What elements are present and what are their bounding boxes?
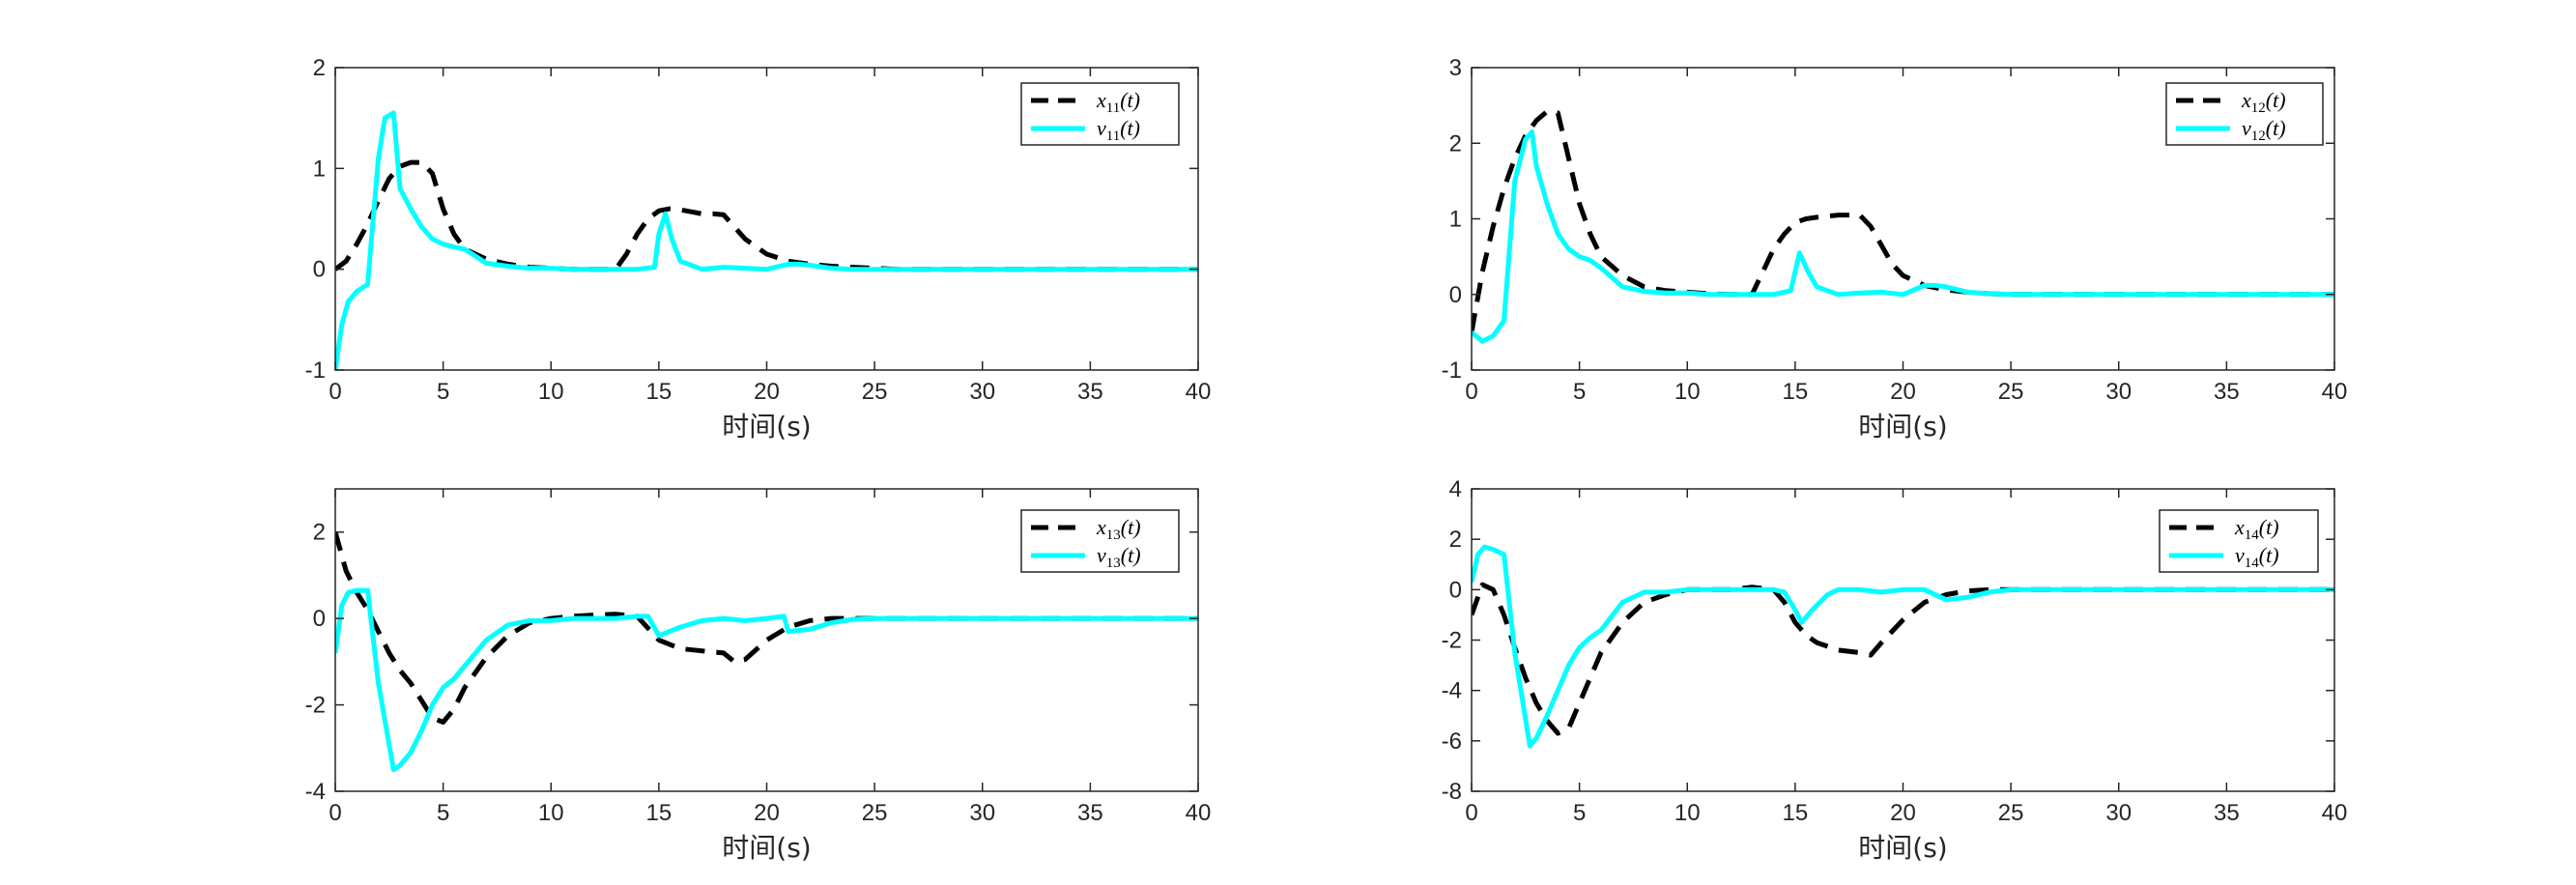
x-tick-label: 30: [969, 800, 995, 826]
y-tick-label: 2: [1449, 130, 1462, 157]
y-tick-label: 2: [313, 520, 326, 546]
x-tick-label: 20: [754, 379, 780, 405]
y-tick-label: 0: [1449, 282, 1462, 308]
legend-box: [2159, 509, 2319, 573]
y-tick-label: 2: [313, 55, 326, 81]
y-tick-label: 0: [313, 257, 326, 283]
legend-label-v12: v12(t): [2242, 116, 2286, 144]
series-line-x11: [335, 159, 1198, 272]
legend-label-v14: v14(t): [2235, 543, 2279, 571]
legend-label-v13: v13(t): [1097, 543, 1141, 571]
legend-box: [1020, 509, 1180, 573]
x-tick-label: 5: [437, 379, 449, 405]
x-tick-label: 0: [1465, 800, 1477, 826]
legend-label-x13: x13(t): [1096, 515, 1141, 543]
x-tick-label: 15: [646, 800, 673, 826]
legend-label-x12: x12(t): [2241, 88, 2286, 116]
y-tick-label: -1: [1442, 357, 1462, 384]
x-tick-label: 30: [2105, 800, 2132, 826]
x-tick-label: 10: [538, 379, 564, 405]
legend: x14(t)v14(t): [2159, 509, 2319, 573]
legend-box: [1020, 82, 1180, 146]
x-tick-label: 5: [1573, 800, 1586, 826]
x-tick-label: 25: [1998, 800, 2024, 826]
x-tick-label: 0: [329, 800, 341, 826]
legend-label-x14: x14(t): [2234, 515, 2279, 543]
y-tick-label: 3: [1449, 55, 1462, 81]
x-tick-label: 5: [437, 800, 449, 826]
legend-label-v11: v11(t): [1097, 116, 1140, 144]
x-tick-label: 25: [862, 800, 888, 826]
x-tick-label: 40: [2322, 379, 2348, 405]
legend: x13(t)v13(t): [1020, 509, 1180, 573]
y-tick-label: 0: [313, 606, 326, 632]
x-tick-label: 5: [1573, 379, 1586, 405]
y-tick-label: 4: [1449, 476, 1462, 502]
series-line-v12: [1472, 129, 2334, 344]
y-tick-label: 0: [1449, 577, 1462, 603]
x-tick-label: 15: [1783, 800, 1809, 826]
legend: x11(t)v11(t): [1020, 82, 1180, 146]
y-tick-label: -1: [305, 357, 326, 384]
x-tick-label: 40: [1186, 379, 1212, 405]
y-tick-label: -2: [305, 693, 326, 719]
y-tick-label: -4: [1442, 678, 1462, 704]
x-tick-label: 30: [969, 379, 995, 405]
y-tick-label: -2: [1442, 628, 1462, 654]
series-line-x13: [335, 531, 1198, 725]
x-tick-label: 35: [1077, 800, 1103, 826]
x-tick-label: 0: [1465, 379, 1477, 405]
x-tick-label: 25: [862, 379, 888, 405]
x-tick-label: 10: [1674, 379, 1701, 405]
y-tick-label: 1: [313, 156, 326, 182]
x-axis-label: 时间(s): [1858, 832, 1947, 864]
series-line-v14: [1472, 544, 2334, 749]
x-tick-label: 30: [2105, 379, 2132, 405]
x-tick-label: 25: [1998, 379, 2024, 405]
x-tick-label: 20: [754, 800, 780, 826]
x-tick-label: 35: [1077, 379, 1103, 405]
subplot-4: 0 5 10 15 20 25 30 35 40 -8 -6 -4 -2 0 2 4 时间(s) x14(t)v1…: [1442, 476, 2348, 864]
subplot-3: 0 5 10 15 20 25 30 35 40 -4 -2 0 2 时间(s) x13(t)v13(t): [305, 488, 1212, 864]
y-tick-label: -6: [1442, 728, 1462, 755]
x-axis-label: 时间(s): [722, 832, 811, 864]
x-tick-label: 40: [1186, 800, 1212, 826]
x-tick-label: 20: [1890, 379, 1916, 405]
legend-box: [2165, 82, 2324, 146]
y-tick-label: -8: [1442, 779, 1462, 805]
x-tick-label: 35: [2214, 379, 2240, 405]
x-axis-label: 时间(s): [722, 411, 811, 442]
series-line-v13: [335, 587, 1198, 773]
y-tick-label: 2: [1449, 527, 1462, 553]
x-tick-label: 20: [1890, 800, 1916, 826]
x-tick-label: 10: [538, 800, 564, 826]
x-tick-label: 15: [646, 379, 673, 405]
series-line-v11: [335, 110, 1198, 370]
y-tick-label: 1: [1449, 207, 1462, 233]
legend-label-x11: x11(t): [1096, 88, 1140, 116]
x-tick-label: 35: [2214, 800, 2240, 826]
x-tick-label: 40: [2322, 800, 2348, 826]
x-axis-label: 时间(s): [1858, 411, 1947, 442]
x-tick-label: 10: [1674, 800, 1701, 826]
x-tick-label: 15: [1783, 379, 1809, 405]
legend: x12(t)v12(t): [2165, 82, 2324, 146]
y-tick-label: -4: [305, 779, 326, 805]
x-tick-label: 0: [329, 379, 341, 405]
